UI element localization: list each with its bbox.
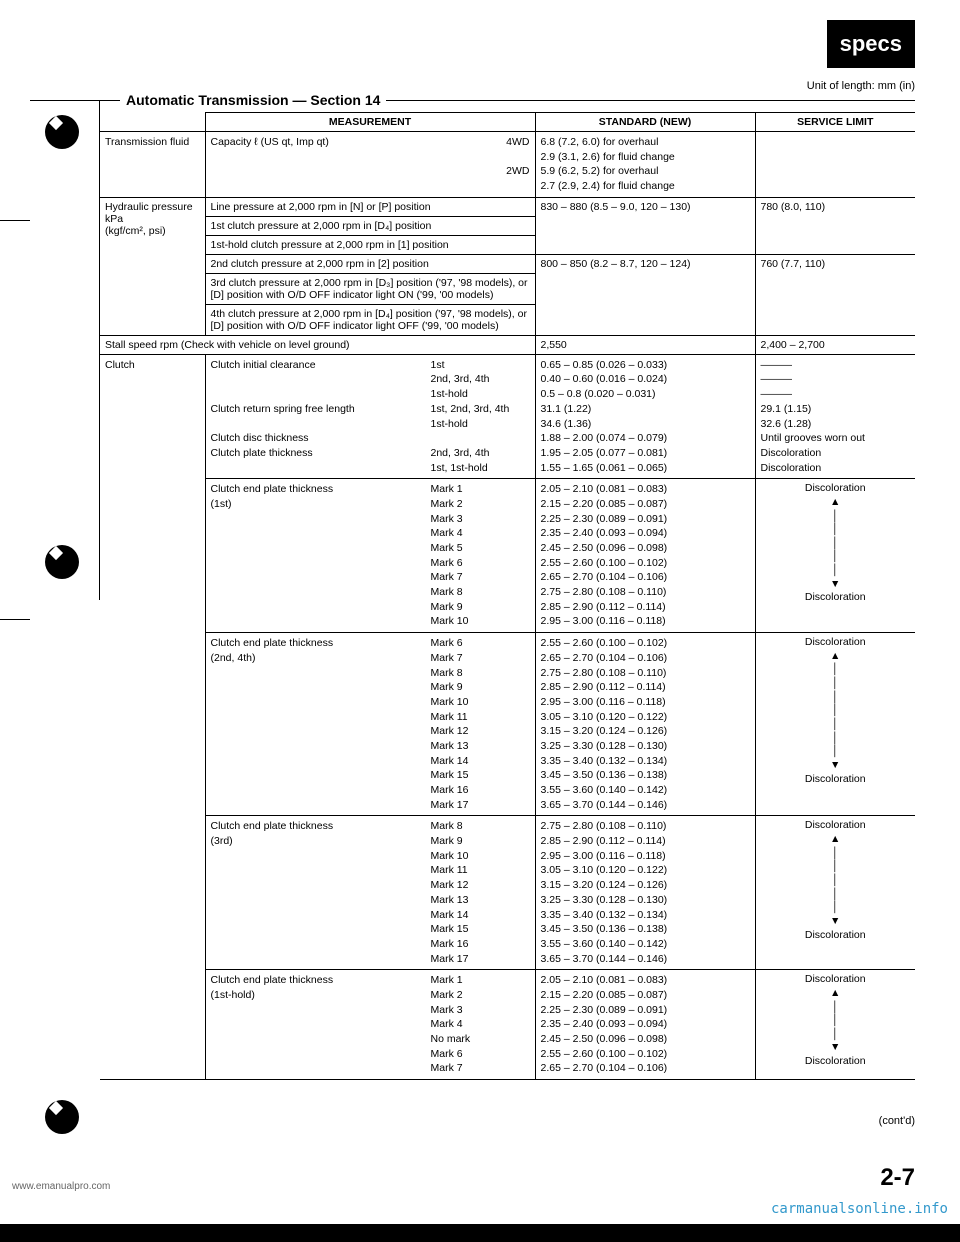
cell-limit: Discoloration▲│││││▼Discoloration (755, 816, 915, 970)
cell-standard: 2.55 – 2.60 (0.100 – 0.102)2.65 – 2.70 (… (535, 633, 755, 816)
row-label: Transmission fluid (100, 132, 205, 198)
cell-measurement: 1st-hold clutch pressure at 2,000 rpm in… (205, 235, 535, 254)
twowd-label: 2WD (506, 165, 529, 177)
cell-measurement: Clutch end plate thickness (2nd, 4th)Mar… (205, 633, 535, 816)
cell-standard: 6.8 (7.2, 6.0) for overhaul 2.9 (3.1, 2.… (535, 132, 755, 198)
cell-limit: Discoloration▲│││││▼Discoloration (755, 479, 915, 633)
unit-label: Unit of length: mm (in) (807, 80, 915, 92)
section-title: Automatic Transmission — Section 14 (120, 92, 386, 108)
cell-measurement: Clutch initial clearance Clutch return s… (205, 354, 535, 479)
row-label: Clutch (100, 354, 205, 1079)
row-label: Hydraulic pressure kPa (kgf/cm², psi) (100, 197, 205, 335)
cell-measurement: Line pressure at 2,000 rpm in [N] or [P]… (205, 197, 535, 216)
page-number: 2-7 (880, 1164, 915, 1192)
row-label: Stall speed rpm (Check with vehicle on l… (100, 335, 535, 354)
cell-standard: 2.05 – 2.10 (0.081 – 0.083)2.15 – 2.20 (… (535, 970, 755, 1080)
cell-measurement: Clutch end plate thickness (1st)Mark 1Ma… (205, 479, 535, 633)
cell-standard: 830 – 880 (8.5 – 9.0, 120 – 130) (535, 197, 755, 254)
contd-label: (cont'd) (879, 1115, 915, 1127)
specs-badge: specs (827, 20, 915, 68)
hole-punch-icon (45, 1100, 79, 1134)
meas-text: Capacity ℓ (US qt, Imp qt) (211, 135, 329, 179)
fourwd-label: 4WD (506, 136, 529, 148)
cell-measurement: 1st clutch pressure at 2,000 rpm in [D₄]… (205, 216, 535, 235)
cell-limit: 760 (7.7, 110) (755, 254, 915, 335)
cell-measurement: Capacity ℓ (US qt, Imp qt) 4WD 2WD (205, 132, 535, 198)
hole-punch-icon (45, 545, 79, 579)
cell-measurement: 2nd clutch pressure at 2,000 rpm in [2] … (205, 254, 535, 273)
left-margin-rule (30, 100, 100, 600)
cell-measurement: Clutch end plate thickness (1st-hold)Mar… (205, 970, 535, 1080)
cell-limit: 2,400 – 2,700 (755, 335, 915, 354)
cell-limit: 780 (8.0, 110) (755, 197, 915, 254)
block-title: Clutch end plate thickness (2nd, 4th) (211, 636, 431, 812)
left-margin-rule-2 (0, 220, 30, 620)
block-title: Clutch end plate thickness (3rd) (211, 819, 431, 966)
header-measurement: MEASUREMENT (205, 113, 535, 132)
spec-table: MEASUREMENT STANDARD (NEW) SERVICE LIMIT… (100, 112, 915, 1080)
watermark-right: carmanualsonline.info (771, 1201, 948, 1217)
cell-standard: 0.65 – 0.85 (0.026 – 0.033)0.40 – 0.60 (… (535, 354, 755, 479)
block-title: Clutch end plate thickness (1st) (211, 482, 431, 629)
cell-measurement: Clutch end plate thickness (3rd)Mark 8Ma… (205, 816, 535, 970)
cell-standard: 2.75 – 2.80 (0.108 – 0.110)2.85 – 2.90 (… (535, 816, 755, 970)
cell-limit: Discoloration▲│││▼Discoloration (755, 970, 915, 1080)
cell-standard: 800 – 850 (8.2 – 8.7, 120 – 124) (535, 254, 755, 335)
cell-standard: 2,550 (535, 335, 755, 354)
cell-standard: 2.05 – 2.10 (0.081 – 0.083)2.15 – 2.20 (… (535, 479, 755, 633)
cell-limit: —————————29.1 (1.15)32.6 (1.28)Until gro… (755, 354, 915, 479)
cell-measurement: 4th clutch pressure at 2,000 rpm in [D₄]… (205, 304, 535, 335)
cell-measurement: 3rd clutch pressure at 2,000 rpm in [D₃]… (205, 273, 535, 304)
bottom-bar (0, 1224, 960, 1242)
header-service: SERVICE LIMIT (755, 113, 915, 132)
block-title: Clutch end plate thickness (1st-hold) (211, 973, 431, 1076)
hole-punch-icon (45, 115, 79, 149)
cell-limit: Discoloration▲│││││││▼Discoloration (755, 633, 915, 816)
header-standard: STANDARD (NEW) (535, 113, 755, 132)
watermark-left: www.emanualpro.com (12, 1181, 110, 1192)
